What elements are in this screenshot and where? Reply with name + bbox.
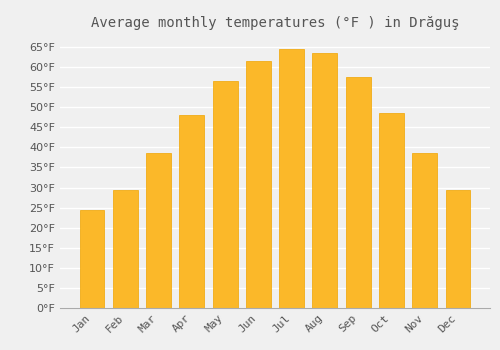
Bar bbox=[180, 115, 204, 308]
Bar bbox=[113, 190, 138, 308]
Bar bbox=[379, 113, 404, 308]
Bar bbox=[246, 61, 271, 308]
Title: Average monthly temperatures (°F ) in Drăguş: Average monthly temperatures (°F ) in Dr… bbox=[91, 16, 459, 30]
Bar bbox=[80, 210, 104, 308]
Bar bbox=[412, 153, 437, 308]
Bar bbox=[346, 77, 370, 308]
Bar bbox=[212, 81, 238, 308]
Bar bbox=[279, 49, 304, 308]
Bar bbox=[312, 53, 338, 308]
Bar bbox=[146, 153, 171, 308]
Bar bbox=[446, 190, 470, 308]
